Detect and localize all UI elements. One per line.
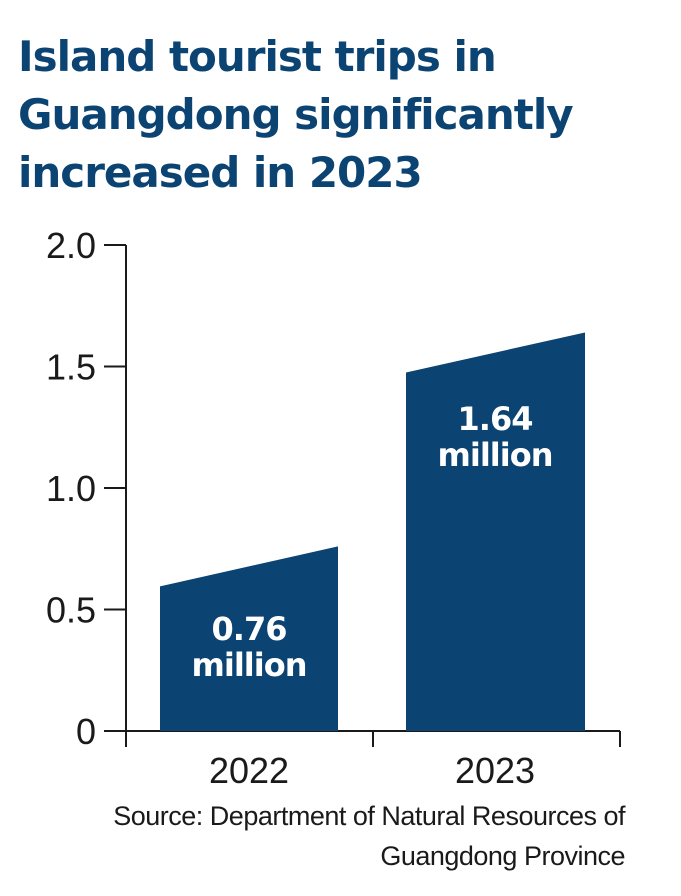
y-tick-label: 0 [76,711,96,752]
title-line-2: Guangdong significantly [18,90,574,139]
bar-value-label: million [192,646,307,684]
chart-title: Island tourist trips in Guangdong signif… [18,28,668,202]
title-line-3: increased in 2023 [18,148,423,197]
y-tick-label: 1.5 [46,347,96,388]
bar-value-label: 1.64 [458,400,533,438]
bar-value-label: million [438,436,553,474]
bar-2023 [406,332,585,731]
bar-2022 [160,546,338,731]
y-tick-label: 2.0 [46,225,96,266]
x-tick-label: 2023 [455,750,535,791]
chart-bars [160,332,585,731]
source-line-1: Source: Department of Natural Resources … [113,801,625,831]
bar-value-label: 0.76 [212,610,287,648]
y-tick-label: 1.0 [46,468,96,509]
x-tick-label: 2022 [209,750,289,791]
source-note: Source: Department of Natural Resources … [5,796,625,876]
y-tick-label: 0.5 [46,590,96,631]
source-line-2: Guangdong Province [380,841,625,871]
title-line-1: Island tourist trips in [18,32,497,81]
